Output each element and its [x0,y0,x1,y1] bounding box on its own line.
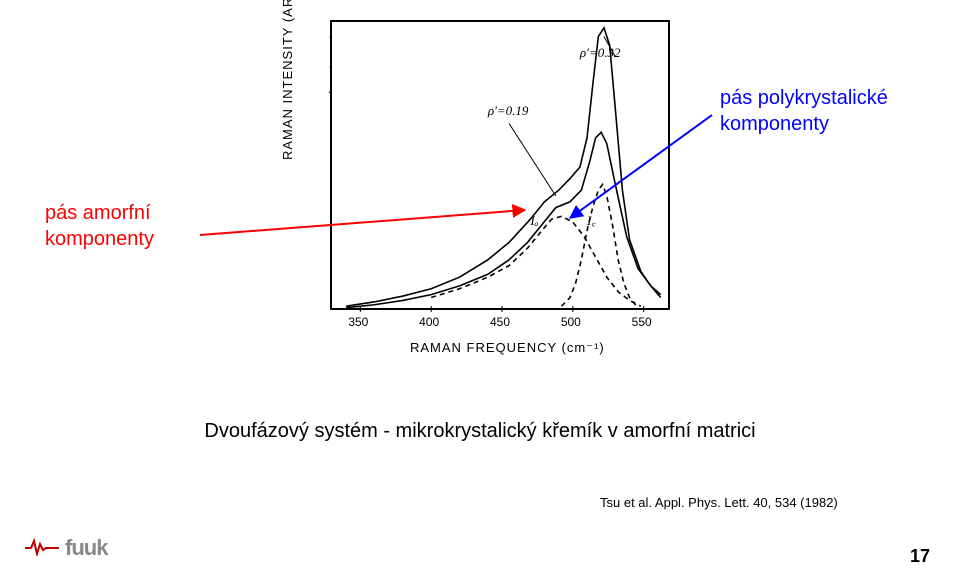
amorphous-label-line2: komponenty [45,226,154,252]
x-tick-label: 550 [632,315,652,329]
citation-text: Tsu et al. Appl. Phys. Lett. 40, 534 (19… [600,495,838,510]
x-tick-label: 350 [348,315,368,329]
svg-text:ρ′=0.32: ρ′=0.32 [579,45,621,60]
x-tick-label: 500 [561,315,581,329]
poly-label-line2: komponenty [720,111,888,137]
page-number: 17 [910,546,930,567]
x-tick-label: 400 [419,315,439,329]
svg-text:ρ′=0.19: ρ′=0.19 [487,103,529,118]
x-ticks: 350 400 450 500 550 [330,315,670,335]
raman-figure: RAMAN INTENSITY (ARB. UNITS) ρ′=0.32ρ′=0… [270,10,690,370]
plot-svg: ρ′=0.32 ρ′=0.19 Iₐ I꜀ [332,22,672,312]
logo-text: fuuk [65,535,107,560]
plot-area: ρ′=0.32 ρ′=0.19 Iₐ I꜀ [330,20,670,310]
amorphous-band-label: pás amorfní komponenty [45,200,154,252]
figure-caption: Dvoufázový systém - mikrokrystalický kře… [170,420,790,443]
pulse-icon [25,536,59,562]
poly-label-line1: pás polykrystalické [720,85,888,111]
x-tick-label: 450 [490,315,510,329]
fuuk-logo: fuuk [25,535,107,562]
y-axis-label: RAMAN INTENSITY (ARB. UNITS) [280,0,295,160]
amorphous-label-line1: pás amorfní [45,200,154,226]
svg-text:I꜀: I꜀ [586,213,596,228]
svg-text:Iₐ: Iₐ [529,213,538,228]
x-axis-label: RAMAN FREQUENCY (cm⁻¹) [410,340,605,356]
polycrystalline-band-label: pás polykrystalické komponenty [720,85,888,137]
